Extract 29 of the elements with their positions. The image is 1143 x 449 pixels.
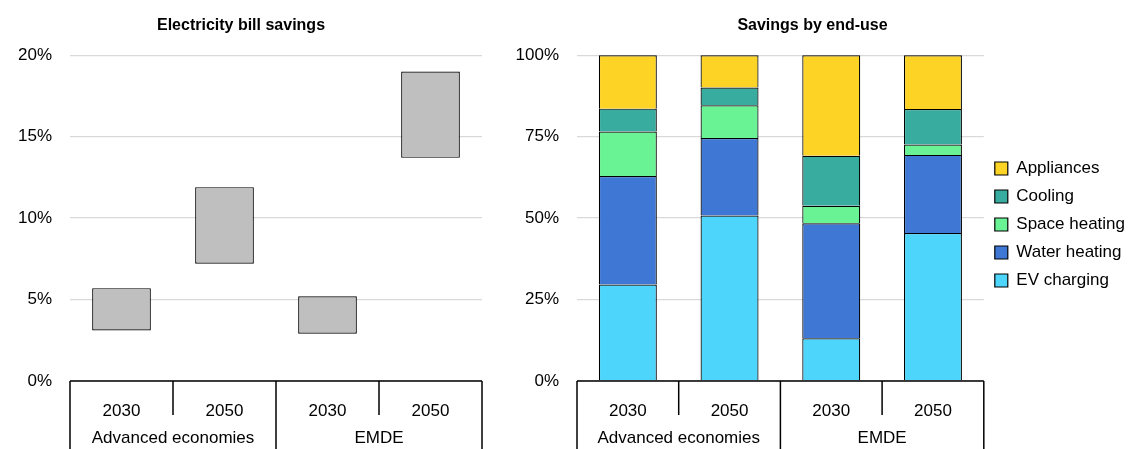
y-tick-label: 5% xyxy=(27,289,52,309)
x-tick-label: 2050 xyxy=(914,400,952,420)
chart-title: Electricity bill savings xyxy=(156,16,326,34)
x-tick-label: 2030 xyxy=(608,400,647,420)
y-tick-label: 0% xyxy=(534,370,559,390)
y-tick-label: 20% xyxy=(17,44,52,64)
x-tick-label: 2050 xyxy=(411,400,450,420)
x-tick-label: 2030 xyxy=(102,400,141,420)
y-tick-label: 10% xyxy=(17,207,52,227)
y-tick-label: 15% xyxy=(17,126,52,146)
x-tick-label: 2050 xyxy=(205,400,244,420)
y-tick-label: 25% xyxy=(524,289,559,309)
chart-title: Savings by end-use xyxy=(737,16,888,34)
y-tick-label: 0% xyxy=(27,370,52,390)
text: EMDE xyxy=(354,427,404,447)
text: EMDE xyxy=(857,427,907,447)
y-tick-label: 50% xyxy=(524,207,559,227)
y-tick-label: 100% xyxy=(515,44,559,64)
legend-label: Appliances xyxy=(1016,158,1100,178)
text: Advanced economies xyxy=(91,427,255,447)
legend-label: Water heating xyxy=(1016,242,1122,262)
x-tick-label: 2050 xyxy=(710,400,749,420)
legend-label: EV charging xyxy=(1016,270,1109,290)
legend-label: Space heating xyxy=(1016,214,1125,234)
y-tick-label: 75% xyxy=(524,126,559,146)
text: Advanced economies xyxy=(597,427,760,447)
legend-label: Cooling xyxy=(1016,186,1074,206)
x-tick-label: 2030 xyxy=(308,400,347,420)
x-tick-label: 2030 xyxy=(812,400,851,420)
